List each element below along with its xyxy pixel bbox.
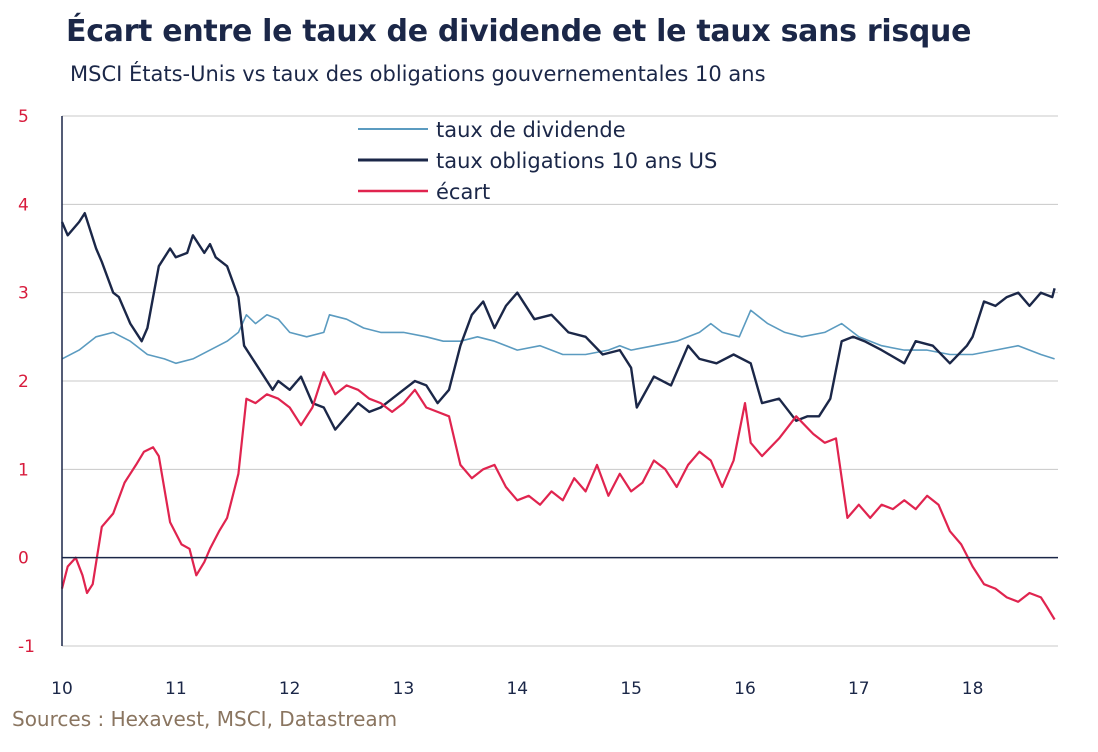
series-line-dividend: [61, 309, 1055, 365]
chart-subtitle: MSCI États-Unis vs taux des obligations …: [70, 62, 766, 86]
x-tick-label: 14: [506, 679, 528, 699]
x-tick-label: 17: [848, 679, 870, 699]
x-tick-label: 16: [734, 679, 756, 699]
axis-layer: [61, 116, 1058, 646]
y-tick-label: 4: [18, 195, 29, 215]
y-tick-label: 5: [18, 107, 29, 127]
x-tick-label: 12: [279, 679, 301, 699]
grid-layer: [62, 115, 1058, 647]
series-line-spread: [60, 371, 1056, 621]
x-tick-label: 13: [393, 679, 415, 699]
series-layer: [60, 211, 1056, 621]
y-tick-label: 3: [18, 284, 29, 304]
y-tick-label: 1: [18, 460, 29, 480]
series-line-bond: [60, 211, 1056, 431]
legend-label-spread: écart: [436, 180, 490, 204]
y-tick-label: 0: [18, 549, 29, 569]
y-tick-label: 2: [18, 372, 29, 392]
x-tick-label: 11: [165, 679, 187, 699]
legend-label-dividend: taux de dividende: [436, 118, 626, 142]
x-tick-label: 15: [620, 679, 642, 699]
legend: taux de dividende taux obligations 10 an…: [358, 118, 717, 204]
source-note: Sources : Hexavest, MSCI, Datastream: [12, 707, 398, 731]
x-tick-label: 10: [51, 679, 73, 699]
y-tick-label: -1: [18, 637, 35, 657]
chart-title: Écart entre le taux de dividende et le t…: [66, 14, 972, 49]
x-tick-label: 18: [962, 679, 984, 699]
legend-label-bond: taux obligations 10 ans US: [436, 149, 717, 173]
